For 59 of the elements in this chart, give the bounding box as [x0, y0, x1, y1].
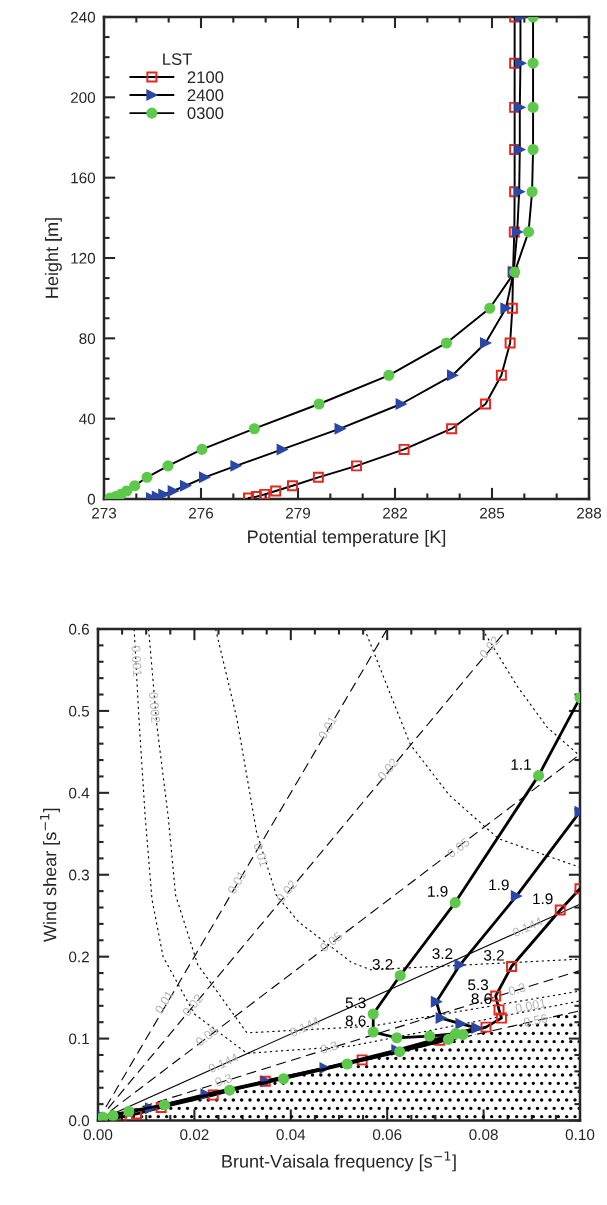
legend-label: 0300 [187, 107, 224, 120]
legend-label: 2100 [187, 71, 224, 84]
y-tick-label: 200 [70, 92, 96, 104]
y-tick-label: 0.0 [69, 1115, 90, 1127]
annotation: 8.6 [345, 1015, 366, 1027]
y-tick-label: 0.1 [69, 1033, 89, 1045]
annotation: 8.6 [471, 993, 492, 1005]
x-tick-label: 0.08 [469, 1129, 498, 1141]
y-tick-label: 80 [79, 333, 96, 345]
annotation: 3.2 [372, 958, 393, 970]
annotation: 3.2 [483, 949, 504, 961]
x-axis-title: Brunt-Vaisala frequency [s$^{−1}$] [222, 1151, 456, 1172]
x-axis-title: Potential temperature [K] [248, 529, 446, 547]
x-tick-label: 0.00 [83, 1129, 113, 1141]
annotation: 0.05 [194, 1025, 219, 1047]
annotation: 1.1 [511, 759, 531, 770]
y-tick-label: 0.3 [69, 869, 89, 881]
legend-label: 2400 [187, 89, 224, 102]
annotation: 0.56 [523, 1013, 548, 1027]
annotation: 0.01 [154, 989, 174, 1015]
annotation: 0.001 [131, 645, 142, 677]
y-tick-label: 40 [79, 413, 96, 425]
x-tick-label: 0.02 [180, 1129, 209, 1141]
annotation: 0.05 [319, 931, 344, 953]
annotation: 0.05 [446, 837, 471, 859]
y-tick-label: 0 [87, 493, 96, 505]
y-axis-title: Wind shear [s$^{−1}$] [40, 808, 60, 943]
annotation: 0.3 [319, 1040, 339, 1055]
annotation: 0.01 [253, 842, 269, 868]
x-tick-label: 279 [286, 507, 311, 519]
annotation: 0.144 [289, 1016, 321, 1038]
x-tick-label: 0.04 [276, 1129, 306, 1141]
annotation: 1.9 [489, 879, 509, 891]
legend-title: LST [163, 53, 192, 66]
x-tick-label: 0.10 [565, 1129, 595, 1141]
annotation: 5.3 [468, 979, 489, 991]
x-tick-label: 288 [577, 507, 602, 519]
annotation: 0.001 [514, 998, 547, 1013]
x-tick-label: 282 [383, 507, 407, 519]
y-axis-title: Height [m] [45, 218, 62, 298]
annotation: 3.2 [432, 948, 453, 960]
y-tick-label: 0.4 [69, 787, 90, 799]
annotation: 0.144 [511, 916, 544, 938]
x-tick-label: 285 [480, 507, 505, 519]
y-tick-label: 0.6 [69, 623, 89, 635]
x-tick-label: 273 [92, 507, 117, 519]
annotation: 0.3 [507, 982, 527, 996]
y-tick-label: 0.5 [69, 705, 90, 717]
y-tick-label: 240 [70, 11, 96, 23]
annotation: 0.3 [214, 1073, 233, 1087]
annotation: 0.002 [148, 692, 161, 723]
annotation: 0.144 [207, 1052, 240, 1074]
x-tick-label: 276 [189, 507, 214, 519]
x-tick-label: 0.06 [372, 1129, 402, 1141]
annotation: 1.9 [533, 893, 553, 905]
y-tick-label: 0.2 [69, 951, 89, 963]
annotation: 1.9 [428, 885, 448, 897]
y-tick-label: 160 [71, 172, 96, 184]
y-tick-label: 120 [71, 252, 96, 264]
